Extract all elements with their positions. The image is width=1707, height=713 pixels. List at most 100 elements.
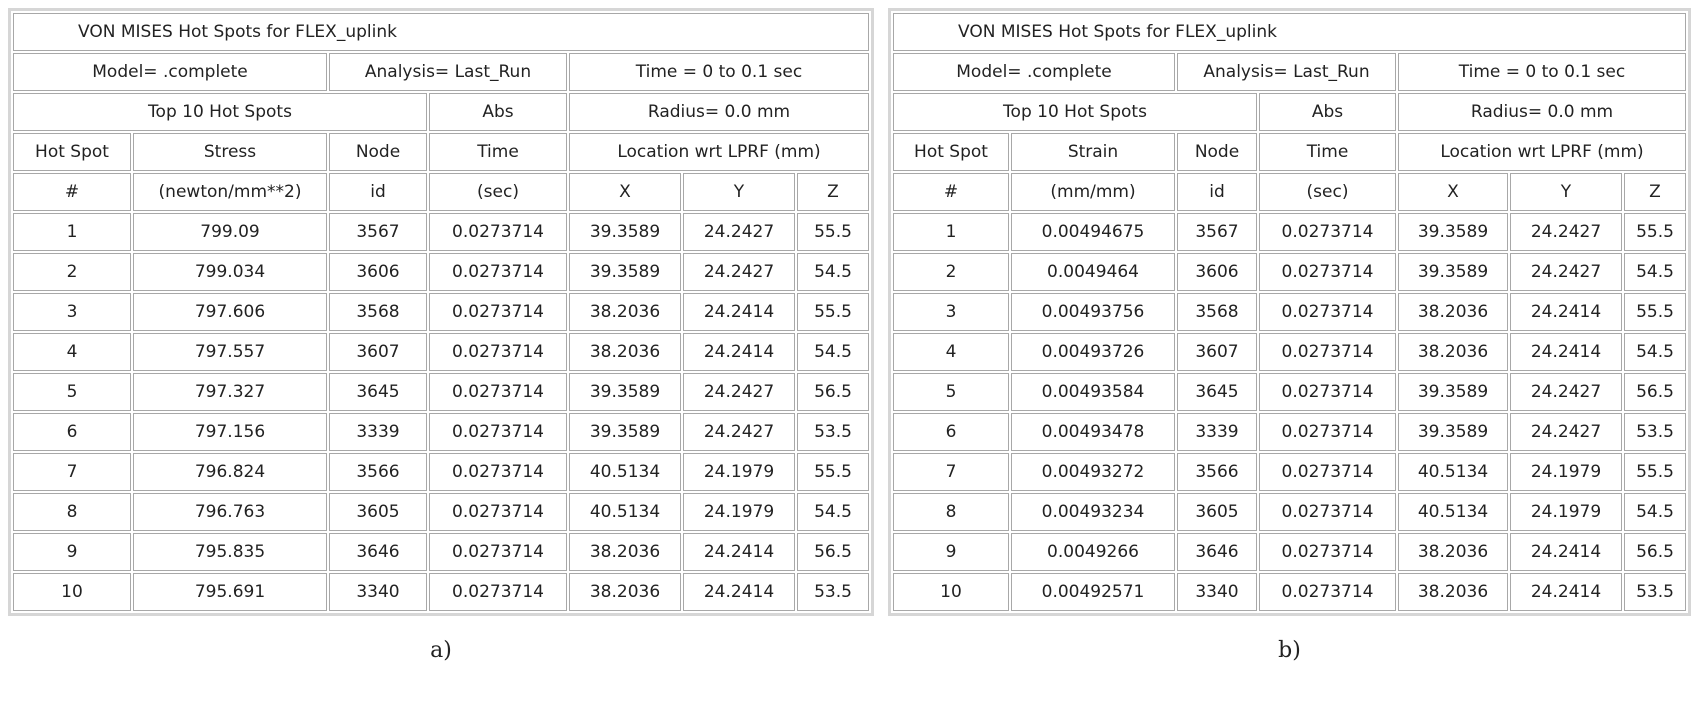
cell: 56.5 [1624,533,1686,571]
cell: # [13,173,131,211]
table-row: 10 0.00492571 3340 0.0273714 38.2036 24.2414 5… [893,573,1686,611]
cell: 54.5 [797,493,869,531]
table-row: Model= .complete Analysis= Last_Run Time =… [13,53,869,91]
table-body: VON MISES Hot Spots for FLEX_uplink Model… [893,13,1686,611]
cell: 6 [893,413,1009,451]
cell: 38.2036 [1398,293,1508,331]
cell: 3645 [1177,373,1257,411]
cell: 24.2414 [683,533,795,571]
cell: 38.2036 [1398,573,1508,611]
table-frame: VON MISES Hot Spots for FLEX_uplink Model… [888,8,1691,616]
cell: 3605 [1177,493,1257,531]
cell: 797.327 [133,373,327,411]
cell: VON MISES Hot Spots for FLEX_uplink [13,13,869,51]
cell: 38.2036 [1398,333,1508,371]
caption: a) [430,638,452,663]
table-row: 8 0.00493234 3605 0.0273714 40.5134 24.1979 54… [893,493,1686,531]
cell: # [893,173,1009,211]
cell: 39.3589 [569,413,681,451]
cell: id [1177,173,1257,211]
cell: 3 [13,293,131,331]
cell: 797.156 [133,413,327,451]
cell: 796.824 [133,453,327,491]
cell: X [1398,173,1508,211]
cell: 54.5 [797,333,869,371]
cell: 38.2036 [569,333,681,371]
cell: Z [797,173,869,211]
cell: Location wrt LPRF (mm) [1398,133,1686,171]
cell: 0.0273714 [1259,333,1396,371]
cell: 3568 [1177,293,1257,331]
cell: 54.5 [797,253,869,291]
cell: (sec) [429,173,567,211]
cell: 24.2414 [1510,533,1622,571]
cell: id [329,173,427,211]
cell: 54.5 [1624,253,1686,291]
cell: 3566 [1177,453,1257,491]
cell: 797.557 [133,333,327,371]
cell: 0.00493234 [1011,493,1175,531]
cell: X [569,173,681,211]
hot-spot-table: VON MISES Hot Spots for FLEX_uplink Model… [891,11,1688,613]
cell: 0.0273714 [1259,253,1396,291]
cell: Radius= 0.0 mm [569,93,869,131]
cell: (sec) [1259,173,1396,211]
cell: 0.00493272 [1011,453,1175,491]
table-row: 5 797.327 3645 0.0273714 39.3589 24.2427 56.5 [13,373,869,411]
cell: 40.5134 [569,493,681,531]
cell: 24.2427 [683,213,795,251]
table-row: 3 797.606 3568 0.0273714 38.2036 24.2414 55.5 [13,293,869,331]
cell: 0.0273714 [1259,493,1396,531]
cell: 0.0273714 [429,333,567,371]
cell: 24.1979 [1510,453,1622,491]
cell: Location wrt LPRF (mm) [569,133,869,171]
cell: 24.1979 [1510,493,1622,531]
cell: 0.00493478 [1011,413,1175,451]
cell: 0.0049266 [1011,533,1175,571]
cell: 0.00494675 [1011,213,1175,251]
table-row: # (mm/mm) id (sec) X Y Z [893,173,1686,211]
cell: 0.0273714 [1259,293,1396,331]
cell: 0.00493756 [1011,293,1175,331]
cell: 24.2414 [683,333,795,371]
table-row: 1 799.09 3567 0.0273714 39.3589 24.2427 55.5 [13,213,869,251]
cell: 0.0273714 [1259,413,1396,451]
cell: 55.5 [1624,293,1686,331]
cell: 40.5134 [1398,453,1508,491]
cell: Hot Spot [893,133,1009,171]
table-row: 6 797.156 3339 0.0273714 39.3589 24.2427 53.5 [13,413,869,451]
table-row: 2 799.034 3606 0.0273714 39.3589 24.2427 54.5 [13,253,869,291]
cell: 39.3589 [569,213,681,251]
cell: 38.2036 [569,573,681,611]
cell: 55.5 [797,293,869,331]
cell: 3567 [1177,213,1257,251]
cell: 0.0273714 [1259,573,1396,611]
cell: 2 [13,253,131,291]
cell: 54.5 [1624,333,1686,371]
cell: 8 [13,493,131,531]
table-row: 8 796.763 3605 0.0273714 40.5134 24.1979 54.5 [13,493,869,531]
cell: 795.835 [133,533,327,571]
table-row: 3 0.00493756 3568 0.0273714 38.2036 24.2414 55… [893,293,1686,331]
cell: 0.0049464 [1011,253,1175,291]
cell: 24.1979 [683,493,795,531]
cell: 0.0273714 [429,213,567,251]
cell: 0.0273714 [429,293,567,331]
cell: Strain [1011,133,1175,171]
table-row: 9 795.835 3646 0.0273714 38.2036 24.2414 56.5 [13,533,869,571]
table-row: Top 10 Hot Spots Abs Radius= 0.0 mm [893,93,1686,131]
cell: 1 [13,213,131,251]
cell: 53.5 [797,413,869,451]
cell: 3646 [1177,533,1257,571]
cell: Abs [429,93,567,131]
cell: 2 [893,253,1009,291]
cell: Node [329,133,427,171]
cell: (mm/mm) [1011,173,1175,211]
table-row: Top 10 Hot Spots Abs Radius= 0.0 mm [13,93,869,131]
cell: Y [1510,173,1622,211]
cell: Time [1259,133,1396,171]
cell: 4 [13,333,131,371]
cell: Top 10 Hot Spots [893,93,1257,131]
cell: Analysis= Last_Run [1177,53,1396,91]
cell: Time = 0 to 0.1 sec [1398,53,1686,91]
